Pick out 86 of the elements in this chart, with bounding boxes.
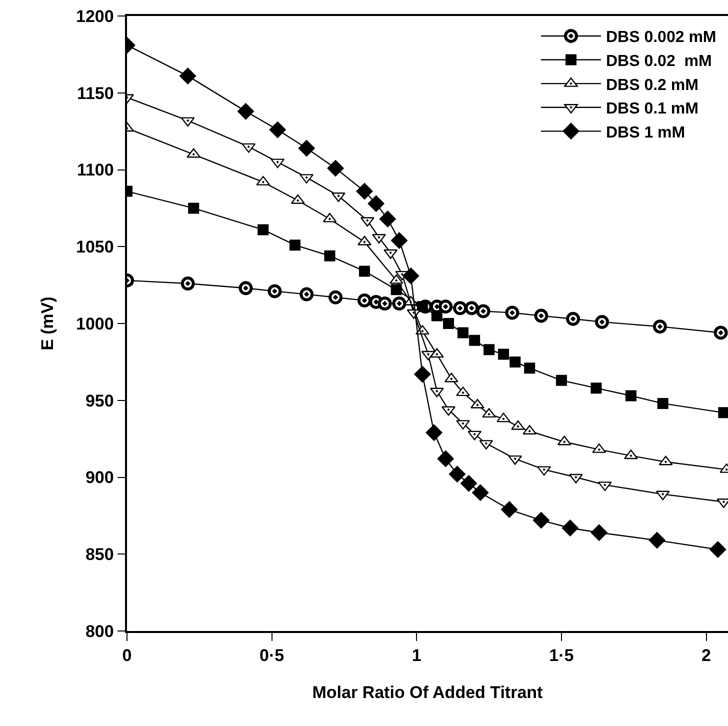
point — [269, 121, 286, 138]
x-tick-label: 1·5 — [549, 646, 574, 666]
point — [378, 296, 392, 311]
x-tick-label: 2 — [702, 646, 712, 666]
point — [710, 541, 726, 558]
point — [358, 293, 372, 308]
point — [472, 484, 489, 501]
point — [258, 224, 269, 236]
point — [714, 326, 728, 340]
point — [268, 284, 282, 298]
point — [237, 103, 254, 120]
x-tick-label: 0 — [122, 646, 132, 666]
legend-label: DBS 1 mM — [606, 124, 686, 142]
point — [625, 390, 636, 402]
point — [482, 408, 496, 418]
point — [238, 281, 253, 296]
point — [469, 334, 480, 346]
y-tick-label: 950 — [85, 391, 114, 410]
point — [453, 301, 468, 316]
y-tick-label: 900 — [85, 468, 114, 488]
point — [556, 374, 567, 386]
point — [624, 450, 638, 460]
point — [426, 424, 442, 441]
point — [648, 532, 666, 549]
point — [532, 512, 550, 529]
point — [498, 348, 510, 360]
point — [379, 210, 396, 228]
legend-label: DBS 0.002 mM — [606, 29, 716, 46]
point — [300, 287, 314, 302]
point — [562, 520, 578, 536]
point — [657, 398, 668, 409]
point — [476, 304, 490, 318]
point — [438, 300, 453, 314]
point — [510, 356, 521, 368]
point — [566, 312, 580, 326]
point — [718, 407, 728, 418]
point — [456, 386, 470, 396]
point — [390, 284, 402, 296]
point — [416, 301, 428, 312]
point — [448, 466, 466, 482]
x-tick-label: 0·5 — [260, 646, 284, 666]
point — [501, 501, 518, 518]
x-axis-title: Molar Ratio Of Added Titrant — [312, 683, 544, 702]
point — [180, 68, 196, 84]
legend-label: DBS 0.02 mM — [606, 53, 712, 70]
y-tick-label: 800 — [85, 622, 114, 641]
point — [328, 290, 343, 304]
legend-label: DBS 0.2 mM — [606, 76, 698, 94]
point — [414, 366, 431, 383]
point — [484, 344, 495, 356]
y-tick-label: 1000 — [76, 314, 114, 334]
x-tick-label: 1 — [412, 646, 422, 666]
point — [431, 310, 442, 322]
y-tick-label: 1050 — [76, 238, 114, 257]
point — [457, 327, 468, 338]
point — [460, 475, 478, 492]
point — [595, 314, 610, 329]
point — [534, 308, 548, 323]
point — [390, 232, 408, 249]
point — [652, 320, 667, 334]
point — [298, 140, 315, 157]
point — [590, 382, 602, 394]
point — [437, 450, 454, 468]
point — [392, 296, 406, 311]
point — [356, 182, 373, 200]
point — [180, 276, 195, 291]
point — [505, 306, 520, 320]
point — [590, 524, 608, 541]
point — [464, 301, 479, 316]
point — [327, 160, 344, 177]
y-tick-label: 1100 — [76, 160, 114, 180]
y-axis-title: E (mV) — [38, 296, 58, 350]
y-tick-label: 850 — [85, 545, 114, 564]
point — [443, 318, 454, 329]
y-tick-label: 1150 — [76, 84, 114, 103]
point — [324, 250, 336, 262]
y-tick-label: 1200 — [76, 6, 114, 26]
point — [442, 406, 456, 416]
point — [368, 195, 384, 212]
legend-label: DBS 0.1 mM — [606, 100, 698, 118]
point — [359, 266, 370, 277]
point — [524, 362, 536, 374]
point — [188, 202, 200, 214]
point — [496, 412, 510, 422]
point — [289, 240, 300, 251]
point — [402, 268, 420, 284]
